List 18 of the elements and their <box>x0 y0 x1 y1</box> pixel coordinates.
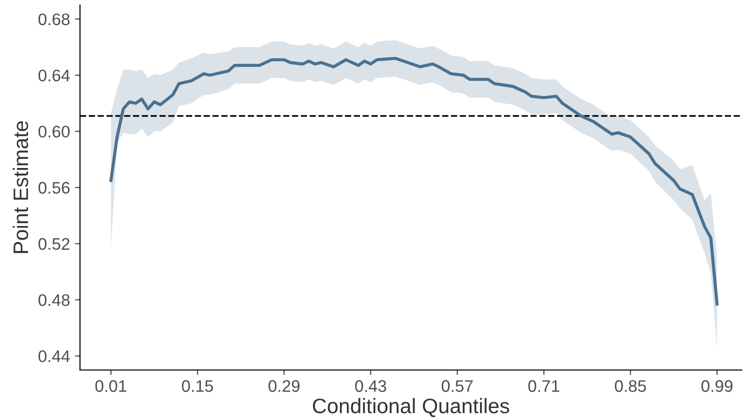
x-tick-label: 0.99 <box>701 380 732 392</box>
y-tick-label: 0.56 <box>38 182 70 194</box>
y-axis-title: Point Estimate <box>12 121 28 253</box>
x-tick-label: 0.71 <box>528 380 560 392</box>
x-tick-label: 0.43 <box>355 380 386 392</box>
x-tick-label: 0.15 <box>182 380 214 392</box>
x-tick-label: 0.57 <box>442 380 473 392</box>
line-series <box>109 56 719 306</box>
y-tick-label: 0.52 <box>38 238 70 250</box>
y-tick-label: 0.44 <box>38 350 70 362</box>
y-tick-label: 0.68 <box>38 13 70 26</box>
y-tick-label: 0.60 <box>38 126 70 138</box>
y-tick-label: 0.48 <box>38 294 70 306</box>
x-tick-label: 0.85 <box>614 380 646 392</box>
x-axis-title: Conditional Quantiles <box>312 398 510 418</box>
x-tick-label: 0.01 <box>95 380 126 392</box>
y-tick-label: 0.64 <box>38 70 70 82</box>
x-tick-label: 0.29 <box>268 380 300 392</box>
